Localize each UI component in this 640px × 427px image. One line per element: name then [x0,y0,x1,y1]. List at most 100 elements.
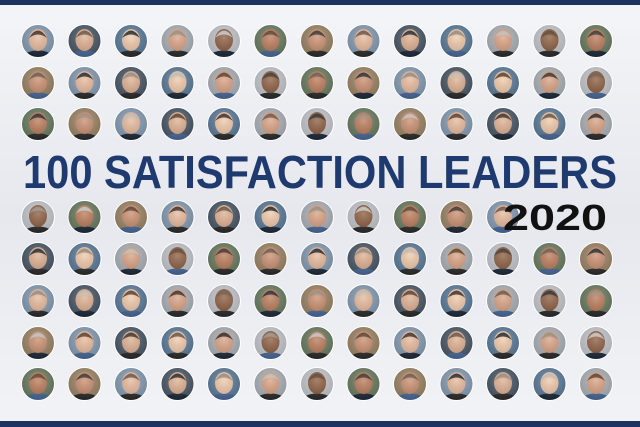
ring [439,326,474,360]
portrait [21,107,55,141]
shade [68,242,101,276]
ring [393,326,427,360]
shade [486,66,520,100]
shade [254,24,287,58]
shade [347,242,380,276]
ring [160,367,195,401]
portrait [21,24,55,58]
ring [300,284,334,318]
portrait [486,284,520,318]
ring [67,284,102,318]
ring [160,200,195,234]
ring [532,284,567,318]
ring [579,284,613,318]
ring [67,326,102,360]
portrait [253,326,288,360]
ring [300,367,334,401]
shade [68,284,101,318]
portrait [253,107,288,141]
ring [393,24,427,58]
ring [67,66,102,100]
ring [393,367,427,401]
portrait [114,24,148,58]
portrait [532,24,567,58]
portrait [300,284,334,318]
shade [300,107,334,141]
shade [533,326,566,360]
ring [114,284,148,318]
ring [207,326,241,360]
shade [579,284,613,318]
ring [253,367,288,401]
shade [579,326,613,360]
shade [21,367,55,401]
portrait [579,24,613,58]
shade [114,242,148,276]
ring [67,367,102,401]
shade [533,284,566,318]
portrait [486,200,520,234]
portrait [532,66,567,100]
bottom-bar [0,421,640,427]
shade [579,24,613,58]
portrait [439,107,474,141]
portrait [21,367,55,401]
ring [532,66,567,100]
ring [21,242,55,276]
portrait [532,242,567,276]
portrait [532,107,567,141]
portrait [346,242,381,276]
ring [207,242,241,276]
portrait [346,326,381,360]
ring [486,66,520,100]
ring [207,367,241,401]
portrait [393,24,427,58]
ring [21,367,55,401]
shade [533,367,566,401]
ring [21,107,55,141]
shade [393,367,427,401]
ring [160,24,195,58]
shade [486,367,520,401]
shade [440,326,473,360]
portrait [114,326,148,360]
portrait [21,66,55,100]
portrait [439,326,474,360]
ring [67,24,102,58]
portrait [67,367,102,401]
shade [254,66,287,100]
portrait [486,24,520,58]
ring [579,66,613,100]
portrait [114,66,148,100]
shade [486,242,520,276]
portrait [160,66,195,100]
portrait [579,367,613,401]
shade [114,326,148,360]
portrait [346,107,381,141]
ring [439,107,474,141]
shade [440,66,473,100]
shade [161,200,194,234]
portrait [160,326,195,360]
ring [579,367,613,401]
shade [579,242,613,276]
portrait [300,367,334,401]
shade [347,284,380,318]
portrait [486,367,520,401]
ring [300,24,334,58]
portrait [207,326,241,360]
ring [532,367,567,401]
portrait [67,200,102,234]
portrait [579,107,613,141]
portrait [160,107,195,141]
ring [486,284,520,318]
ring [486,24,520,58]
portrait [579,66,613,100]
shade [254,107,287,141]
shade [161,284,194,318]
portrait [486,242,520,276]
ring [439,367,474,401]
shade [347,326,380,360]
shade [486,200,520,234]
ring [579,326,613,360]
